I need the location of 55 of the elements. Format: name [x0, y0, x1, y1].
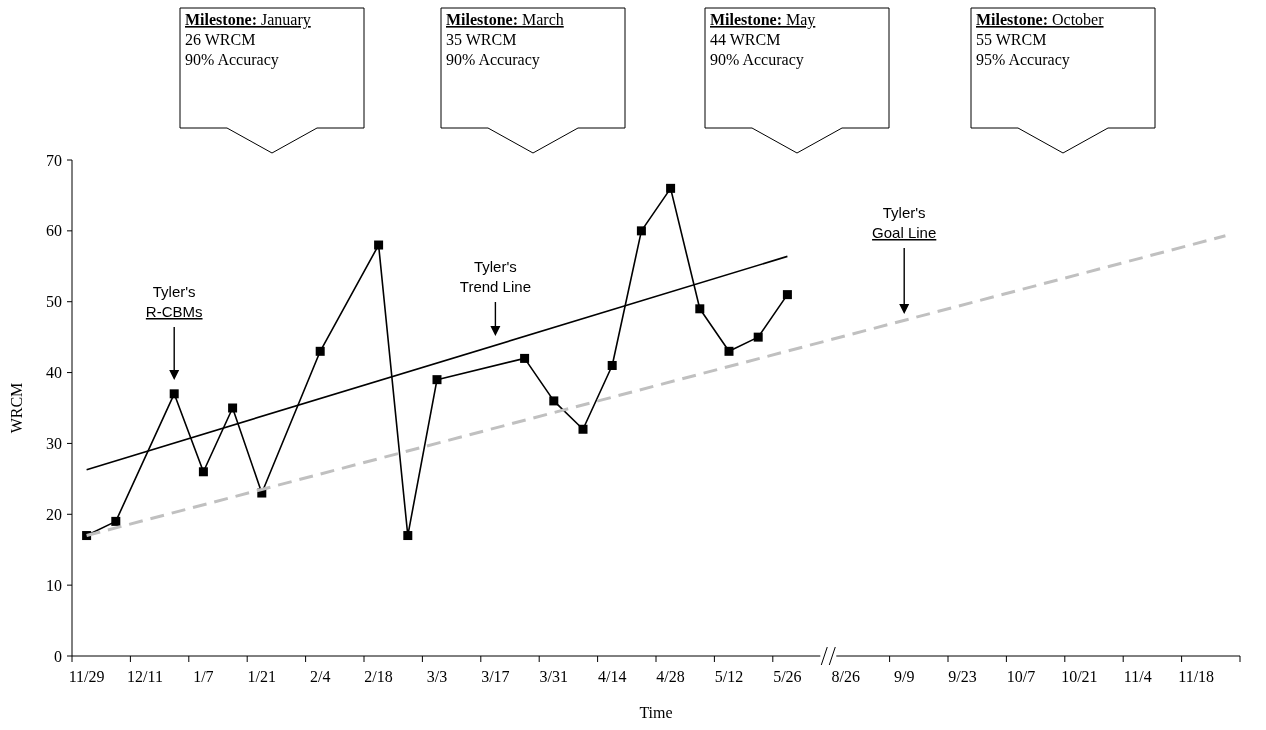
x-tick-label: 1/21 — [247, 668, 277, 685]
x-tick-label: 11/4 — [1123, 668, 1152, 685]
point — [228, 403, 238, 413]
x-tick-label: 4/28 — [656, 668, 685, 685]
point — [636, 226, 646, 236]
y-tick-label: 0 — [54, 647, 62, 665]
x-tick-label: 3/17 — [481, 668, 510, 685]
x-tick-label: 8/26 — [831, 668, 861, 685]
x-tick-label: 4/14 — [597, 668, 627, 685]
y-axis-title: WRCM — [8, 382, 25, 434]
y-tick-label: 50 — [46, 293, 62, 311]
y-tick-label: 40 — [46, 364, 62, 382]
point — [782, 290, 792, 300]
text: Milestone: October 55 WRCM 95% Accuracy — [976, 11, 1105, 69]
x-tick-label: 1/7 — [193, 668, 214, 685]
x-tick-label: 2/4 — [309, 668, 331, 685]
x-tick-label: 10/7 — [1006, 668, 1036, 685]
point — [607, 360, 617, 370]
point — [549, 396, 559, 406]
y-tick-label: 60 — [46, 222, 62, 240]
y-tick-label: 30 — [46, 435, 62, 453]
point — [169, 389, 179, 399]
x-tick-label: 12/11 — [127, 668, 163, 685]
point — [666, 183, 676, 193]
x-tick-label: 9/23 — [948, 668, 977, 685]
annotation: Tyler's R-CBMs — [145, 283, 203, 320]
x-tick-label: 5/12 — [714, 668, 744, 685]
point — [695, 304, 705, 314]
annotation: Tyler's Goal Line — [872, 204, 937, 241]
point — [753, 332, 763, 342]
point — [403, 531, 413, 541]
point — [578, 424, 588, 434]
point — [374, 240, 384, 250]
point — [432, 375, 442, 385]
point — [315, 346, 325, 356]
x-tick-label: 9/9 — [893, 668, 915, 685]
annotation: Tyler's Trend Line — [459, 258, 531, 295]
point — [111, 516, 121, 526]
text: Milestone: January 26 WRCM 90% Accuracy — [185, 11, 311, 69]
x-tick-label: 2/18 — [364, 668, 393, 685]
x-tick-label: 5/26 — [773, 668, 802, 685]
x-tick-label: 11/18 — [1178, 668, 1215, 685]
y-tick-label: 70 — [46, 151, 62, 169]
y-tick-label: 20 — [46, 505, 62, 523]
text: Milestone: March 35 WRCM 90% Accuracy — [446, 11, 564, 69]
x-tick-label: 10/21 — [1061, 668, 1098, 685]
x-tick-label: 11/29 — [68, 668, 105, 685]
point — [198, 467, 208, 477]
x-tick-label: 3/3 — [426, 668, 448, 685]
y-tick-label: 10 — [46, 576, 62, 594]
point — [520, 353, 530, 363]
text: Milestone: May 44 WRCM 90% Accuracy — [710, 11, 816, 69]
x-axis-title: Time — [639, 704, 673, 721]
point — [724, 346, 734, 356]
x-tick-label: 3/31 — [539, 668, 569, 685]
